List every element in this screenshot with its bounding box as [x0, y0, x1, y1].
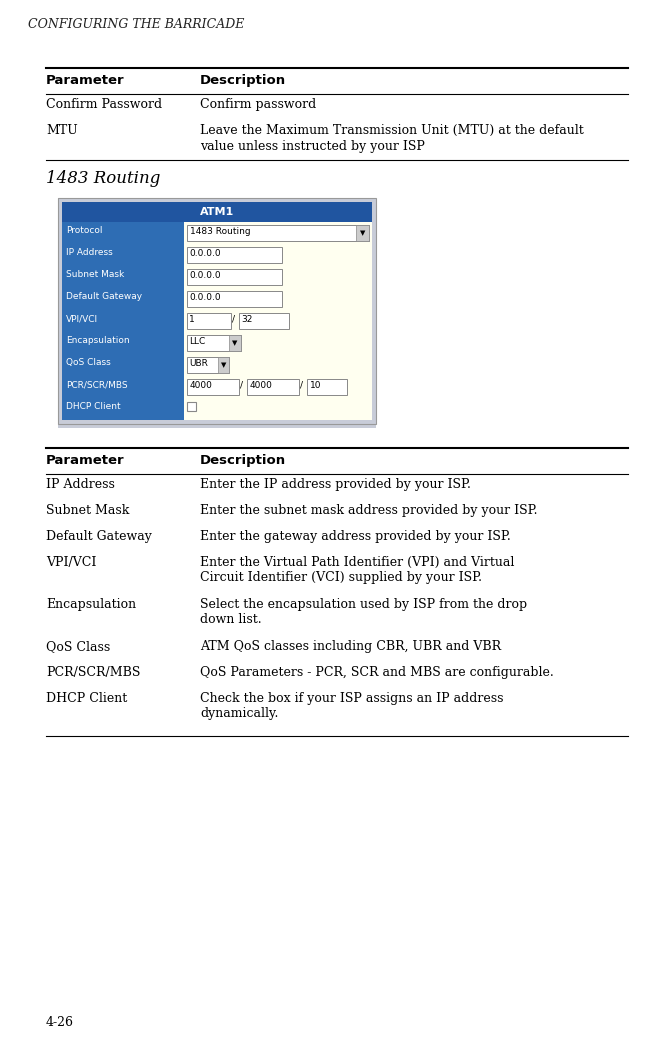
Text: Description: Description [200, 74, 286, 87]
Text: PCR/SCR/MBS: PCR/SCR/MBS [46, 666, 140, 680]
Text: CONFIGURING THE BARRICADE: CONFIGURING THE BARRICADE [28, 18, 245, 31]
Text: IP Address: IP Address [66, 248, 113, 257]
Bar [239, 313, 289, 329]
Text: value unless instructed by your ISP: value unless instructed by your ISP [200, 140, 425, 153]
Bar [184, 266, 372, 288]
Text: 10: 10 [310, 381, 321, 389]
Bar [58, 198, 376, 428]
Text: Subnet Mask: Subnet Mask [46, 504, 129, 517]
Text: 0.0.0.0: 0.0.0.0 [189, 293, 220, 302]
Bar [184, 354, 372, 376]
Bar [187, 402, 196, 411]
Text: /: / [240, 381, 243, 389]
Text: Enter the Virtual Path Identifier (VPI) and Virtual: Enter the Virtual Path Identifier (VPI) … [200, 556, 514, 569]
Bar [187, 379, 239, 395]
Text: /: / [300, 381, 303, 389]
Bar [62, 376, 184, 398]
Text: 32: 32 [241, 315, 253, 324]
Text: 0.0.0.0: 0.0.0.0 [189, 271, 220, 280]
Bar [58, 198, 376, 424]
Bar [184, 222, 372, 244]
Bar [62, 202, 372, 222]
Text: Parameter: Parameter [46, 454, 125, 467]
Text: Protocol: Protocol [66, 226, 102, 235]
Text: IP Address: IP Address [46, 478, 115, 491]
Text: MTU: MTU [46, 124, 78, 137]
Bar [184, 332, 372, 354]
Bar [218, 357, 229, 373]
Bar [62, 354, 184, 376]
Bar [187, 291, 282, 307]
Bar [187, 313, 231, 329]
Text: Encapsulation: Encapsulation [46, 598, 136, 611]
Bar [62, 310, 184, 332]
Bar [62, 222, 184, 244]
Text: Confirm password: Confirm password [200, 98, 316, 111]
Text: Default Gateway: Default Gateway [66, 292, 142, 300]
Bar [62, 332, 184, 354]
Text: QoS Class: QoS Class [46, 640, 110, 653]
Bar [184, 288, 372, 310]
Text: 1: 1 [189, 315, 195, 324]
Text: Subnet Mask: Subnet Mask [66, 270, 124, 279]
Text: 4000: 4000 [250, 381, 273, 389]
Text: DHCP Client: DHCP Client [66, 402, 121, 411]
Text: VPI/VCI: VPI/VCI [66, 314, 98, 324]
Bar [62, 288, 184, 310]
Text: Enter the IP address provided by your ISP.: Enter the IP address provided by your IS… [200, 478, 471, 491]
Text: ▼: ▼ [221, 362, 226, 367]
Text: down list.: down list. [200, 612, 262, 626]
Text: Check the box if your ISP assigns an IP address: Check the box if your ISP assigns an IP … [200, 692, 504, 705]
Text: /: / [232, 315, 235, 324]
Bar [187, 269, 282, 285]
Bar [187, 247, 282, 263]
Text: Default Gateway: Default Gateway [46, 530, 152, 543]
Text: Description: Description [200, 454, 286, 467]
Bar [184, 398, 372, 420]
Bar [184, 376, 372, 398]
Text: UBR: UBR [189, 359, 208, 367]
Bar [247, 379, 299, 395]
Text: Leave the Maximum Transmission Unit (MTU) at the default: Leave the Maximum Transmission Unit (MTU… [200, 124, 584, 137]
Text: 1483 Routing: 1483 Routing [190, 227, 251, 236]
Bar [187, 225, 369, 241]
Bar [187, 357, 229, 373]
Text: Enter the subnet mask address provided by your ISP.: Enter the subnet mask address provided b… [200, 504, 537, 517]
Text: ▼: ▼ [359, 230, 365, 236]
Text: ▼: ▼ [232, 340, 237, 346]
Text: Enter the gateway address provided by your ISP.: Enter the gateway address provided by yo… [200, 530, 511, 543]
Bar [184, 244, 372, 266]
Text: DHCP Client: DHCP Client [46, 692, 127, 705]
Bar [62, 398, 184, 420]
Text: ATM1: ATM1 [200, 207, 234, 217]
Text: Confirm Password: Confirm Password [46, 98, 162, 111]
Text: VPI/VCI: VPI/VCI [46, 556, 96, 569]
Bar [62, 266, 184, 288]
Text: Encapsulation: Encapsulation [66, 336, 130, 346]
Bar [229, 335, 241, 351]
Text: Circuit Identifier (VCI) supplied by your ISP.: Circuit Identifier (VCI) supplied by you… [200, 571, 482, 584]
Text: 4-26: 4-26 [46, 1016, 74, 1029]
Text: 4000: 4000 [190, 381, 213, 389]
Text: ATM QoS classes including CBR, UBR and VBR: ATM QoS classes including CBR, UBR and V… [200, 640, 501, 653]
Bar [184, 310, 372, 332]
Text: QoS Class: QoS Class [66, 358, 111, 367]
Text: 1483 Routing: 1483 Routing [46, 170, 160, 187]
Bar [307, 379, 347, 395]
Bar [187, 335, 241, 351]
Text: 0.0.0.0: 0.0.0.0 [189, 249, 220, 258]
Text: Parameter: Parameter [46, 74, 125, 87]
Bar [356, 225, 369, 241]
Text: Select the encapsulation used by ISP from the drop: Select the encapsulation used by ISP fro… [200, 598, 527, 611]
Bar [62, 244, 184, 266]
Text: dynamically.: dynamically. [200, 707, 278, 720]
Text: QoS Parameters - PCR, SCR and MBS are configurable.: QoS Parameters - PCR, SCR and MBS are co… [200, 666, 554, 680]
Text: PCR/SCR/MBS: PCR/SCR/MBS [66, 380, 128, 389]
Text: LLC: LLC [189, 337, 205, 346]
